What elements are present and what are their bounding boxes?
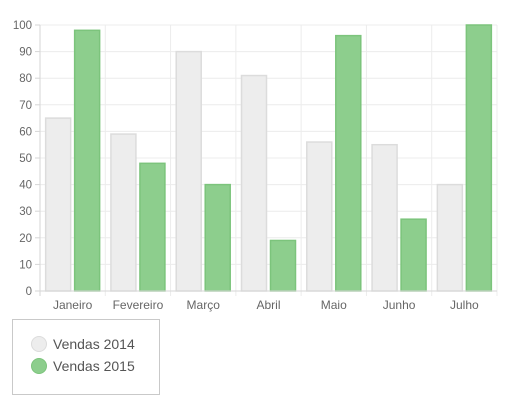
- y-tick-label-0: 0: [26, 286, 32, 298]
- bar-2014-março[interactable]: [175, 50, 202, 292]
- x-axis-labels: Janeiro Fevereiro Março Abril Maio Junho Julho: [53, 298, 479, 312]
- legend-item-2015[interactable]: Vendas 2015: [31, 357, 135, 375]
- x-tick-label-janeiro: Janeiro: [53, 298, 93, 312]
- y-tick-label-90: 90: [19, 47, 32, 59]
- x-tick-label-junho: Junho: [383, 298, 416, 312]
- bar-2015-janeiro[interactable]: [73, 29, 101, 292]
- bar-2015-maio[interactable]: [335, 34, 362, 292]
- bar-2014-abril[interactable]: [240, 74, 268, 292]
- y-tick-label-60: 60: [19, 126, 32, 138]
- x-tick-label-maio: Maio: [321, 298, 347, 312]
- bar-2015-abril[interactable]: [269, 239, 297, 292]
- bar-2014-julho[interactable]: [436, 183, 464, 292]
- y-tick-label-100: 100: [13, 20, 32, 32]
- legend-label-2014: Vendas 2014: [53, 336, 135, 352]
- y-tick-label-10: 10: [19, 259, 32, 271]
- bar-2014-maio[interactable]: [306, 141, 333, 292]
- bar-2014-janeiro[interactable]: [44, 117, 72, 292]
- x-tick-label-abril: Abril: [256, 298, 280, 312]
- bar-2015-julho[interactable]: [465, 24, 493, 292]
- x-tick-label-março: Março: [187, 298, 221, 312]
- y-tick-label-30: 30: [19, 206, 32, 218]
- legend-item-2014[interactable]: Vendas 2014: [31, 335, 135, 353]
- bar-2015-fevereiro[interactable]: [139, 162, 166, 292]
- y-tick-label-40: 40: [19, 180, 32, 192]
- bar-2014-fevereiro[interactable]: [110, 133, 137, 292]
- grid-lines: [39, 24, 498, 296]
- legend-label-2015: Vendas 2015: [53, 358, 135, 374]
- bar-2015-março[interactable]: [204, 183, 231, 292]
- legend-swatch-2014: [31, 336, 47, 352]
- x-tick-label-fevereiro: Fevereiro: [113, 298, 164, 312]
- y-tick-label-80: 80: [19, 73, 32, 85]
- bar-2014-junho[interactable]: [371, 143, 398, 292]
- axes: [35, 25, 497, 292]
- bar-2015-junho[interactable]: [400, 218, 427, 292]
- y-tick-label-50: 50: [19, 153, 32, 165]
- y-axis-ticks: 0 10 20 30 40 50 60 70 80 90 100: [13, 20, 40, 298]
- bars: [44, 24, 493, 292]
- y-tick-label-20: 20: [19, 233, 32, 245]
- legend: Vendas 2014 Vendas 2015: [12, 319, 160, 395]
- legend-swatch-2015: [31, 358, 47, 374]
- y-tick-label-70: 70: [19, 100, 32, 112]
- x-tick-label-julho: Julho: [450, 298, 479, 312]
